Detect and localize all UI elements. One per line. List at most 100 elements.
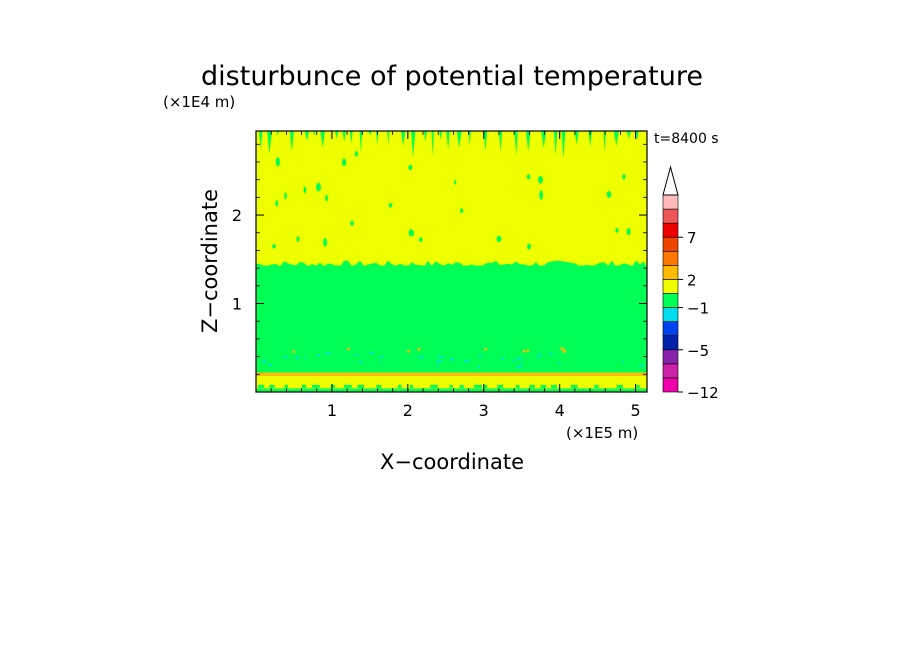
colorbar: −12−5−127 (662, 165, 719, 402)
bottom-fleck (430, 384, 438, 388)
top-streak (514, 131, 518, 157)
cyan-speck (354, 354, 359, 356)
orange-speck (526, 349, 530, 353)
cyan-speck (358, 361, 363, 363)
bottom-fleck (269, 384, 275, 388)
contour-band-2 (256, 372, 647, 377)
plot-area (255, 130, 648, 393)
speck (354, 150, 358, 157)
speck (526, 174, 531, 180)
top-streak (439, 131, 443, 140)
cyan-speck (295, 357, 299, 359)
colorbar-bin (662, 307, 679, 322)
colorbar-bin (662, 208, 679, 224)
cyan-speck (436, 359, 442, 362)
chart-title: disturbunce of potential temperature (201, 61, 703, 92)
speck (325, 194, 328, 202)
top-streak (423, 131, 427, 142)
speck (408, 164, 413, 171)
x-tick-label: 4 (555, 401, 565, 420)
x-unit-label: (×1E5 m) (566, 424, 638, 442)
bottom-fleck (449, 384, 453, 388)
bottom-fleck (616, 384, 623, 388)
speck (316, 182, 321, 192)
orange-speck (560, 347, 564, 350)
top-streak (320, 131, 325, 148)
bottom-fleck (344, 384, 352, 388)
y-unit-label: (×1E4 m) (163, 93, 235, 111)
top-streak (350, 131, 353, 144)
bottom-fleck (473, 384, 482, 388)
cyan-speck (477, 355, 483, 357)
top-streak (483, 131, 488, 151)
top-streak (304, 131, 310, 141)
speck (606, 191, 612, 198)
colorbar-label: −1 (687, 300, 709, 318)
speck (388, 202, 393, 208)
top-streak (401, 131, 406, 146)
speck (284, 192, 287, 200)
top-streak (387, 131, 390, 145)
cyan-speck (516, 366, 522, 369)
bottom-fleck (398, 384, 402, 388)
speck (408, 229, 413, 237)
bottom-fleck (311, 384, 320, 388)
top-streak (603, 131, 606, 153)
colorbar-extend-arrow (662, 165, 679, 196)
colorbar-bin (662, 250, 679, 266)
colorbar-label: 2 (687, 271, 697, 289)
colorbar-bin (662, 349, 679, 365)
x-axis-label: X−coordinate (380, 450, 524, 474)
colorbar-bin (662, 377, 679, 393)
orange-speck (484, 347, 488, 351)
colorbar-bin (662, 236, 679, 252)
y-axis: 12 (232, 143, 647, 375)
colorbar-bin (662, 321, 679, 337)
bottom-fleck (484, 384, 488, 388)
speck (538, 175, 543, 184)
top-streak (411, 131, 416, 158)
orange-speck (522, 349, 526, 353)
top-streak (613, 131, 619, 147)
contour-band-0 (256, 388, 647, 392)
bottom-fleck (529, 384, 535, 388)
cyan-speck (316, 354, 320, 356)
cyan-speck (268, 364, 273, 366)
cyan-speck (536, 356, 539, 359)
colorbar-bin (662, 293, 679, 308)
colorbar-bin (662, 222, 679, 238)
cyan-speck (548, 353, 553, 355)
colorbar-bin (662, 335, 679, 351)
cyan-speck (537, 353, 542, 356)
top-streak (456, 131, 462, 148)
x-tick-label: 3 (479, 401, 489, 420)
x-tick-label: 1 (327, 401, 337, 420)
bottom-fleck (459, 384, 464, 388)
cyan-speck (418, 356, 424, 359)
top-streak (368, 131, 373, 136)
speck (539, 190, 543, 200)
top-streak (468, 131, 471, 146)
speck (272, 244, 276, 249)
top-streak (526, 131, 531, 152)
top-streak (498, 131, 503, 152)
bottom-fleck (301, 384, 307, 388)
top-streak (342, 131, 346, 142)
speck (275, 200, 279, 207)
cyan-speck (283, 356, 288, 358)
y-axis-label: Z−coordinate (198, 189, 222, 333)
orange-speck (292, 350, 296, 354)
colorbar-bin (662, 363, 679, 379)
bottom-fleck (551, 384, 557, 388)
orange-speck (406, 349, 410, 353)
time-label: t=8400 s (654, 131, 719, 147)
bottom-fleck (594, 384, 599, 388)
speck (615, 228, 619, 233)
contour-boundary (256, 260, 647, 269)
bottom-fleck (497, 384, 504, 388)
top-streak (574, 131, 579, 145)
speck (275, 157, 280, 167)
y-tick-label: 1 (232, 295, 242, 314)
plot-frame (255, 130, 648, 393)
